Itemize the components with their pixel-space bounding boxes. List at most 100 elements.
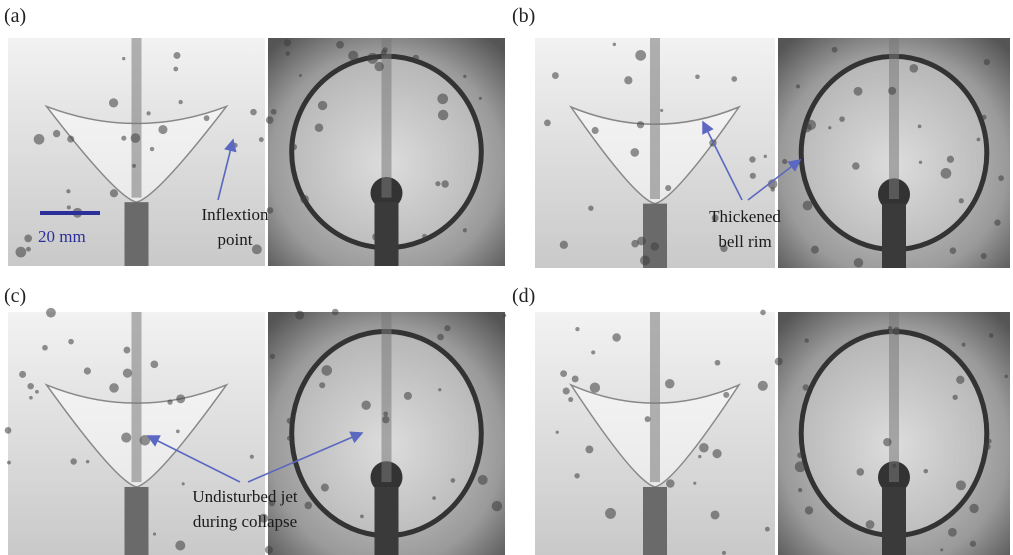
droplet [839,116,845,122]
droplet [782,159,787,164]
droplet [631,240,639,248]
droplet [404,392,412,400]
droplet [438,388,441,391]
droplet [153,532,156,535]
droplet [375,520,379,524]
droplet [285,51,289,55]
droplet [131,133,141,143]
droplet [287,418,293,424]
droplet [176,430,180,434]
droplet [771,187,775,191]
droplet [413,55,419,61]
droplet [651,242,659,250]
droplet [121,432,131,442]
droplet [67,205,71,209]
droplet [883,438,891,446]
droplet [422,234,427,239]
droplet [35,390,39,394]
scale-bar-label: 20 mm [38,227,86,246]
droplet [805,506,813,514]
droplet [265,546,273,554]
droplet [321,365,332,376]
droplet [132,164,136,168]
droplet [27,383,33,389]
droplet [121,136,126,141]
droplet [764,155,767,158]
panel-label: (c) [4,285,26,307]
panel-label: (b) [512,5,535,27]
droplet [803,384,809,390]
droplet [592,127,599,134]
droplet [854,258,864,268]
photographs [5,38,1010,555]
droplet [948,528,957,537]
droplet [374,62,383,71]
droplet [645,416,651,422]
droplet [438,110,448,120]
droplet [956,480,966,490]
jet-tube [889,38,899,199]
syringe [882,487,906,555]
droplet [300,195,309,204]
syringe [125,202,149,266]
droplet [715,360,721,366]
droplet [981,253,987,259]
droplet [361,401,370,410]
droplet [5,427,12,434]
droplet [53,130,60,137]
droplet [987,439,992,444]
droplet [150,147,154,151]
droplet [295,311,304,320]
annotation: during collapse [193,512,297,531]
droplet [585,445,593,453]
droplet [123,368,132,377]
panel-label: (d) [512,285,535,307]
jet-tube [889,312,899,482]
droplet [665,185,671,191]
droplet [854,87,863,96]
droplet [758,381,768,391]
droplet [270,354,275,359]
droplet [451,478,456,483]
syringe [125,487,149,555]
droplet [918,125,922,129]
droplet [372,233,380,241]
droplet [919,161,922,164]
droplet [760,310,766,316]
droplet [803,201,813,211]
droplet [46,308,56,318]
droplet [635,50,646,61]
droplet [315,123,323,131]
droplet [287,436,292,441]
droplet [250,109,257,116]
droplet [693,482,696,485]
droplet [167,399,172,404]
droplet [698,455,701,458]
annotation: point [218,230,253,249]
droplet [305,502,313,510]
annotation: Inflextion [201,205,269,224]
droplet [175,540,185,550]
droplet [984,59,990,65]
droplet [109,383,119,393]
droplet [233,143,238,148]
droplet [26,247,31,252]
droplet [924,469,929,474]
droplet [828,126,831,129]
jet-tube [382,38,392,198]
droplet [637,121,644,128]
droplet [856,468,864,476]
figure: (a) (b) (c) (d) 20 mm Inflextion point T… [0,0,1013,555]
droplet [888,326,892,330]
droplet [950,247,957,254]
droplet [977,138,981,142]
droplet [723,392,729,398]
droplet [947,156,954,163]
droplet [84,367,91,374]
droplet [984,443,991,450]
droplet [123,347,130,354]
droplet [711,510,720,519]
droplet [832,47,838,53]
droplet [348,51,358,61]
droplet [613,43,616,46]
